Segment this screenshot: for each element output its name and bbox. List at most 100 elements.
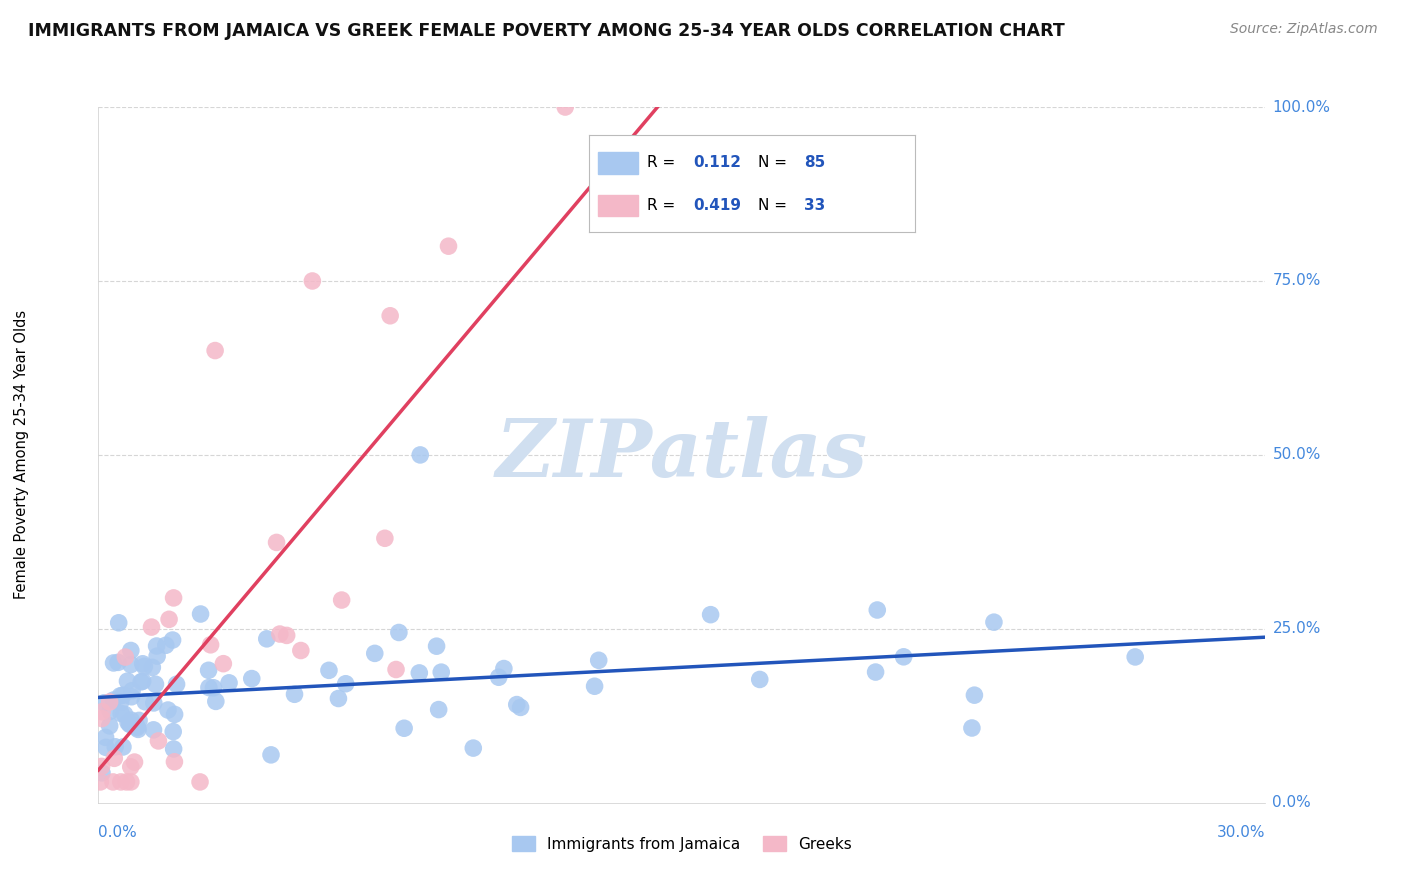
Point bbox=[385, 663, 408, 677]
Point bbox=[983, 615, 1005, 629]
Point bbox=[188, 775, 211, 789]
Point bbox=[492, 661, 515, 675]
Legend: Immigrants from Jamaica, Greeks: Immigrants from Jamaica, Greeks bbox=[506, 830, 858, 858]
Point bbox=[163, 707, 186, 722]
Point bbox=[588, 653, 610, 667]
Point bbox=[89, 775, 111, 789]
Point bbox=[256, 632, 278, 646]
Point bbox=[148, 734, 170, 748]
Point bbox=[301, 274, 323, 288]
Point bbox=[127, 723, 149, 737]
Point bbox=[117, 715, 139, 730]
Point bbox=[120, 717, 142, 731]
Point bbox=[155, 638, 177, 652]
Point bbox=[134, 695, 156, 709]
Text: 0.0%: 0.0% bbox=[1272, 796, 1312, 810]
Point bbox=[163, 755, 186, 769]
Point bbox=[91, 765, 114, 780]
Point bbox=[1123, 649, 1146, 664]
Point bbox=[110, 689, 132, 703]
Point bbox=[125, 721, 148, 735]
Point bbox=[335, 677, 357, 691]
Point bbox=[408, 665, 430, 680]
Point bbox=[197, 663, 219, 677]
Point bbox=[142, 723, 165, 737]
Text: IMMIGRANTS FROM JAMAICA VS GREEK FEMALE POVERTY AMONG 25-34 YEAR OLDS CORRELATIO: IMMIGRANTS FROM JAMAICA VS GREEK FEMALE … bbox=[28, 22, 1064, 40]
Point bbox=[98, 719, 121, 733]
Text: Source: ZipAtlas.com: Source: ZipAtlas.com bbox=[1230, 22, 1378, 37]
Point bbox=[94, 740, 117, 755]
Point bbox=[129, 674, 152, 689]
Point bbox=[91, 705, 114, 719]
Point bbox=[374, 531, 396, 545]
Point bbox=[142, 696, 165, 710]
Point bbox=[166, 677, 188, 691]
Point bbox=[103, 751, 125, 765]
Point bbox=[103, 693, 125, 707]
Point bbox=[426, 639, 449, 653]
Point bbox=[94, 731, 117, 745]
Point bbox=[120, 760, 142, 774]
Point bbox=[506, 698, 529, 712]
Point bbox=[388, 625, 411, 640]
Point bbox=[409, 448, 432, 462]
Point bbox=[98, 695, 121, 709]
Point bbox=[146, 649, 169, 664]
Point bbox=[269, 627, 291, 641]
Text: 75.0%: 75.0% bbox=[1272, 274, 1320, 288]
Point bbox=[145, 639, 167, 653]
Point bbox=[120, 713, 142, 727]
Point bbox=[107, 615, 129, 630]
Text: 50.0%: 50.0% bbox=[1272, 448, 1320, 462]
Text: ZIPatlas: ZIPatlas bbox=[496, 417, 868, 493]
Point bbox=[276, 628, 298, 642]
Point bbox=[131, 674, 153, 689]
Point bbox=[260, 747, 283, 762]
Point bbox=[162, 591, 184, 605]
Point bbox=[162, 633, 184, 648]
Point bbox=[120, 775, 142, 789]
Point bbox=[156, 703, 179, 717]
Point bbox=[328, 691, 350, 706]
Point bbox=[120, 657, 142, 672]
Point bbox=[107, 656, 129, 670]
Point bbox=[430, 665, 453, 680]
Point bbox=[111, 688, 134, 702]
Point bbox=[145, 677, 167, 691]
Point bbox=[893, 649, 915, 664]
Point bbox=[124, 755, 146, 769]
Point bbox=[463, 741, 485, 756]
Point bbox=[960, 721, 983, 735]
Point bbox=[157, 612, 180, 626]
Point bbox=[378, 309, 402, 323]
Point bbox=[266, 535, 288, 549]
Point bbox=[110, 775, 132, 789]
Point bbox=[93, 696, 115, 710]
Point bbox=[699, 607, 721, 622]
Point bbox=[318, 663, 340, 677]
Point bbox=[554, 100, 576, 114]
Point bbox=[103, 656, 125, 670]
Point bbox=[162, 724, 184, 739]
Point bbox=[121, 683, 143, 698]
Point bbox=[963, 688, 986, 702]
Point bbox=[205, 694, 228, 708]
Text: 0.0%: 0.0% bbox=[98, 825, 138, 840]
Point bbox=[190, 607, 212, 621]
Point bbox=[283, 687, 305, 701]
Point bbox=[488, 670, 510, 684]
Point bbox=[509, 700, 531, 714]
Point bbox=[131, 657, 153, 671]
Point bbox=[121, 690, 143, 704]
Point bbox=[101, 775, 124, 789]
Point bbox=[120, 643, 142, 657]
Point bbox=[141, 620, 163, 634]
Point bbox=[110, 706, 132, 721]
Point bbox=[125, 719, 148, 733]
Point bbox=[865, 665, 887, 679]
Point bbox=[114, 650, 136, 665]
Point bbox=[437, 239, 460, 253]
Point bbox=[128, 714, 150, 728]
Text: 30.0%: 30.0% bbox=[1218, 825, 1265, 840]
Text: 100.0%: 100.0% bbox=[1272, 100, 1330, 114]
